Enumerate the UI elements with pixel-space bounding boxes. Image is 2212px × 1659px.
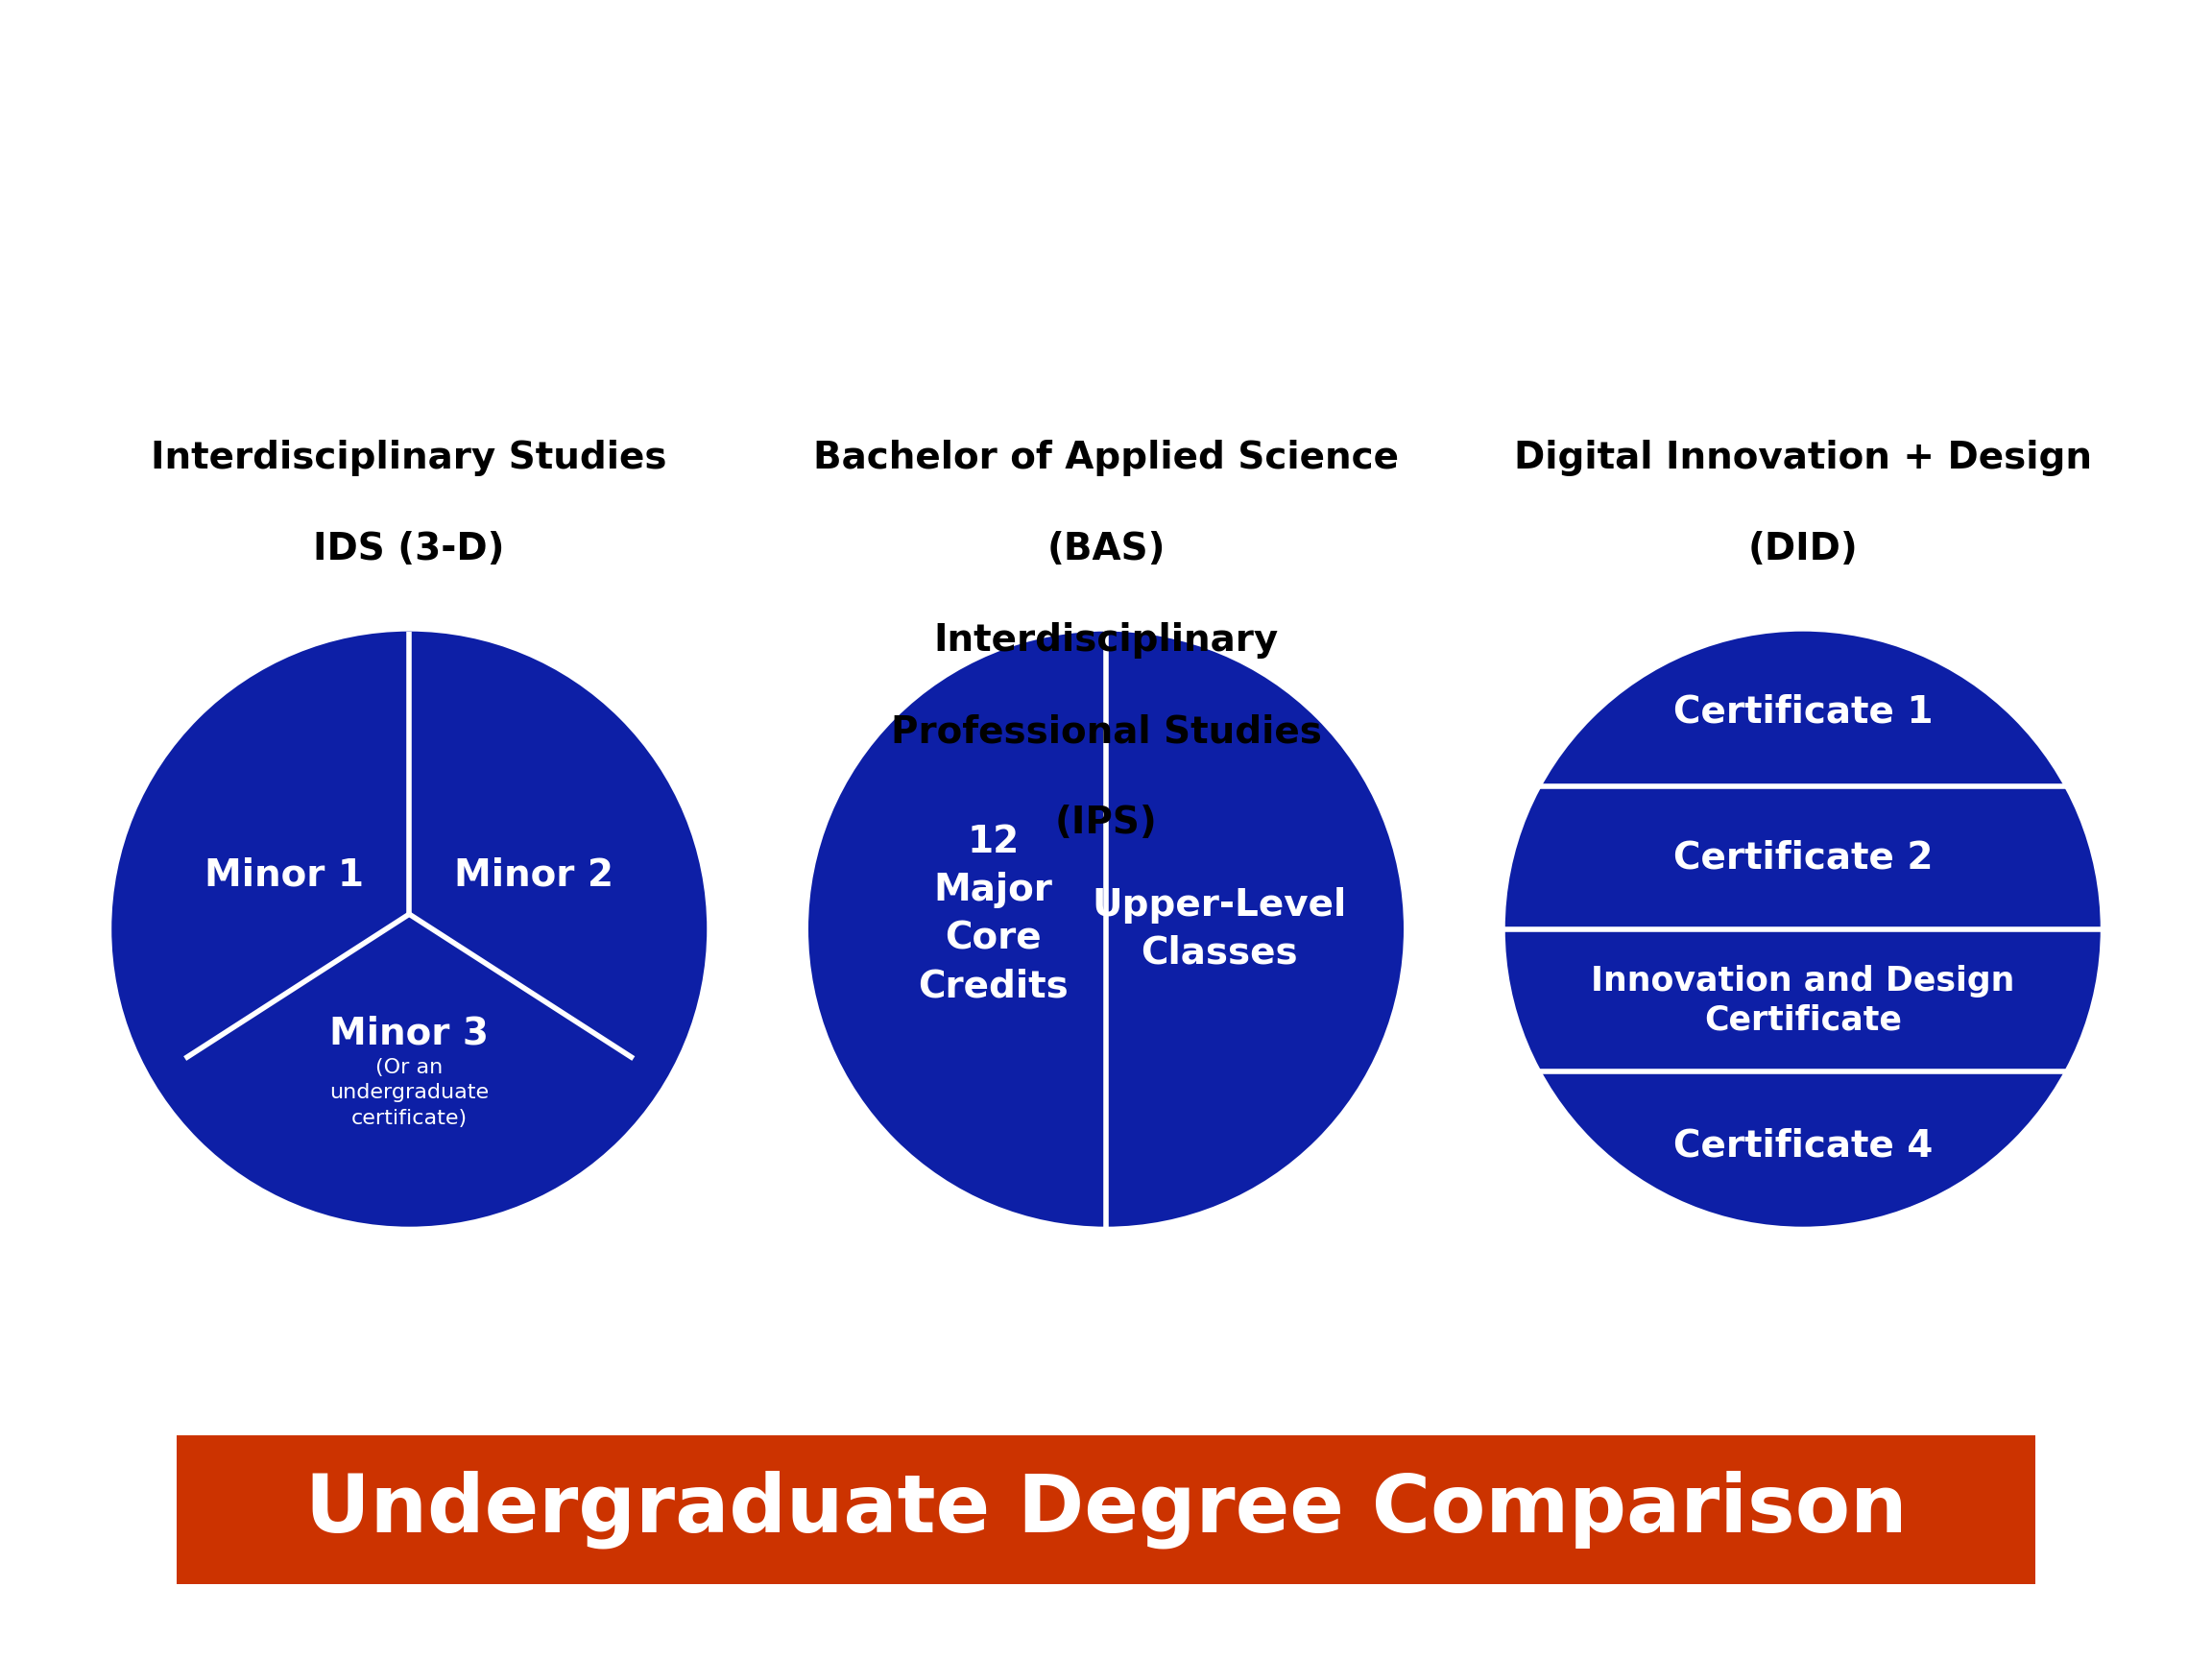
Text: Certificate 4: Certificate 4 (1672, 1128, 1933, 1165)
Text: IDS (3-D): IDS (3-D) (314, 531, 504, 567)
Text: Minor 3: Minor 3 (330, 1015, 489, 1052)
Text: Digital Innovation + Design: Digital Innovation + Design (1513, 440, 2093, 476)
Text: (DID): (DID) (1747, 531, 1858, 567)
Text: (IPS): (IPS) (1055, 805, 1157, 841)
Text: (Or an
undergraduate
certificate): (Or an undergraduate certificate) (330, 1058, 489, 1128)
Text: Minor 2: Minor 2 (453, 858, 615, 894)
Text: Innovation and Design
Certificate: Innovation and Design Certificate (1590, 964, 2015, 1037)
Text: (BAS): (BAS) (1046, 531, 1166, 567)
Text: Certificate 2: Certificate 2 (1672, 839, 1933, 876)
Circle shape (111, 632, 708, 1226)
Text: Professional Studies: Professional Studies (891, 713, 1321, 750)
Circle shape (1504, 632, 2101, 1226)
Text: Bachelor of Applied Science: Bachelor of Applied Science (814, 440, 1398, 476)
Text: Certificate 1: Certificate 1 (1672, 693, 1933, 730)
Text: Interdisciplinary Studies: Interdisciplinary Studies (150, 440, 668, 476)
Text: Upper-Level
Classes: Upper-Level Classes (1093, 888, 1347, 971)
Circle shape (807, 632, 1405, 1226)
Text: Minor 1: Minor 1 (204, 858, 365, 894)
Text: Undergraduate Degree Comparison: Undergraduate Degree Comparison (305, 1470, 1907, 1550)
Text: 12
Major
Core
Credits: 12 Major Core Credits (918, 825, 1068, 1004)
FancyBboxPatch shape (177, 1435, 2035, 1584)
Text: Interdisciplinary: Interdisciplinary (933, 622, 1279, 659)
